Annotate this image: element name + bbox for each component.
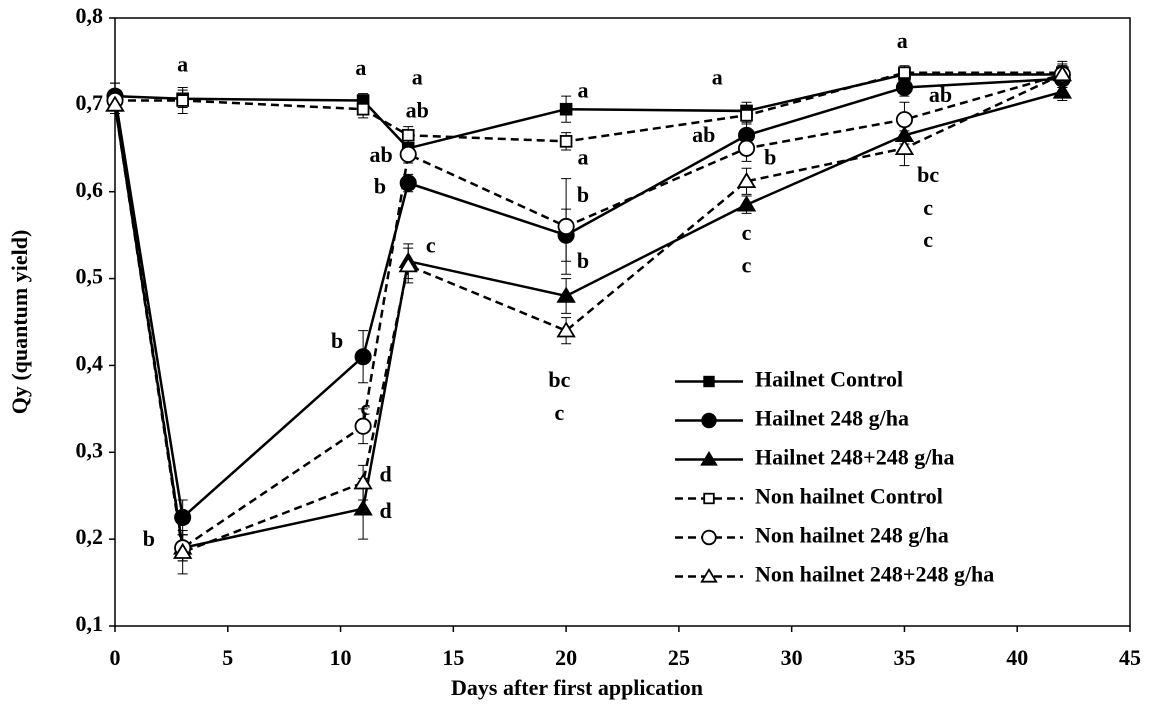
marker — [399, 145, 417, 163]
series-line — [115, 71, 1063, 143]
annotation: b — [577, 182, 589, 207]
annotation: b — [143, 526, 155, 551]
x-tick-label: 40 — [1006, 645, 1028, 670]
annotation: bc — [548, 367, 570, 392]
legend-label: Non hailnet 248 g/ha — [755, 523, 949, 548]
marker — [399, 174, 417, 192]
annotation: c — [923, 227, 933, 252]
x-tick-label: 10 — [330, 645, 352, 670]
legend-label: Hailnet Control — [755, 367, 903, 392]
y-tick-label: 0,3 — [76, 437, 104, 462]
legend-marker — [700, 450, 718, 466]
x-tick-label: 5 — [222, 645, 233, 670]
y-tick-label: 0,1 — [76, 611, 104, 636]
y-tick-label: 0,2 — [76, 524, 104, 549]
legend-marker — [703, 492, 715, 505]
annotation: d — [380, 462, 392, 487]
marker — [556, 286, 576, 303]
series-line — [113, 77, 1063, 520]
marker — [556, 321, 576, 338]
x-tick-label: 35 — [893, 645, 915, 670]
annotation: b — [331, 328, 343, 353]
legend-label: Non hailnet Control — [755, 484, 943, 509]
marker — [353, 499, 373, 516]
y-tick-label: 0,6 — [76, 177, 104, 202]
marker — [172, 542, 193, 559]
marker — [401, 128, 415, 142]
marker — [895, 111, 913, 129]
legend-marker — [700, 567, 718, 583]
marker — [894, 138, 915, 156]
annotation: ab — [370, 142, 393, 167]
legend-marker — [701, 412, 717, 429]
legend-label: Hailnet 248+248 g/ha — [755, 445, 955, 470]
marker — [176, 94, 189, 107]
annotation: a — [712, 65, 723, 90]
series-line — [113, 73, 1063, 550]
marker — [356, 102, 370, 116]
marker — [740, 108, 753, 122]
annotation: a — [578, 145, 589, 170]
annotation: ab — [929, 82, 952, 107]
x-tick-label: 25 — [668, 645, 690, 670]
x-tick-label: 45 — [1119, 645, 1141, 670]
marker — [398, 256, 418, 273]
series-line — [114, 73, 1063, 150]
marker — [174, 508, 192, 526]
marker — [557, 217, 575, 236]
x-tick-label: 20 — [555, 645, 577, 670]
series-line — [113, 73, 1063, 554]
y-tick-label: 0,8 — [76, 3, 104, 28]
legend-label: Non hailnet 248+248 g/ha — [755, 562, 994, 587]
annotation: c — [742, 220, 752, 245]
marker — [736, 171, 757, 189]
x-tick-label: 0 — [110, 645, 121, 670]
marker — [354, 348, 372, 366]
annotation: c — [360, 395, 370, 420]
x-axis-label: Days after first application — [451, 675, 703, 700]
annotation: a — [578, 78, 589, 103]
x-tick-label: 30 — [781, 645, 803, 670]
annotation: ab — [692, 122, 715, 147]
y-tick-label: 0,7 — [76, 90, 104, 115]
marker — [895, 78, 913, 97]
y-tick-label: 0,4 — [76, 350, 104, 375]
marker — [105, 95, 125, 112]
annotation: a — [412, 65, 423, 90]
annotation: a — [355, 55, 366, 80]
y-axis-label: Qy (quantum yield) — [7, 230, 32, 415]
annotation: b — [374, 173, 386, 198]
marker — [559, 135, 573, 148]
annotation: a — [897, 28, 908, 53]
annotation: d — [380, 498, 392, 523]
legend-label: Hailnet 248 g/ha — [755, 406, 909, 431]
marker — [738, 139, 756, 157]
annotation: c — [426, 232, 436, 257]
marker — [1052, 82, 1073, 99]
annotation: a — [177, 52, 188, 77]
marker — [354, 417, 372, 435]
marker — [353, 473, 373, 490]
marker — [1052, 65, 1073, 82]
plot-frame — [114, 17, 1131, 627]
legend-marker — [701, 529, 717, 546]
annotation: c — [923, 195, 933, 220]
marker — [736, 195, 757, 212]
annotation: bc — [917, 162, 939, 187]
marker — [559, 102, 573, 116]
y-tick-label: 0,5 — [76, 264, 104, 289]
x-tick-label: 15 — [442, 645, 464, 670]
marker — [898, 66, 911, 80]
annotation: ab — [406, 98, 429, 123]
annotation: c — [742, 252, 752, 277]
legend-marker — [703, 375, 715, 388]
annotation: b — [764, 145, 776, 170]
annotation: b — [577, 248, 589, 273]
annotation: c — [554, 400, 564, 425]
